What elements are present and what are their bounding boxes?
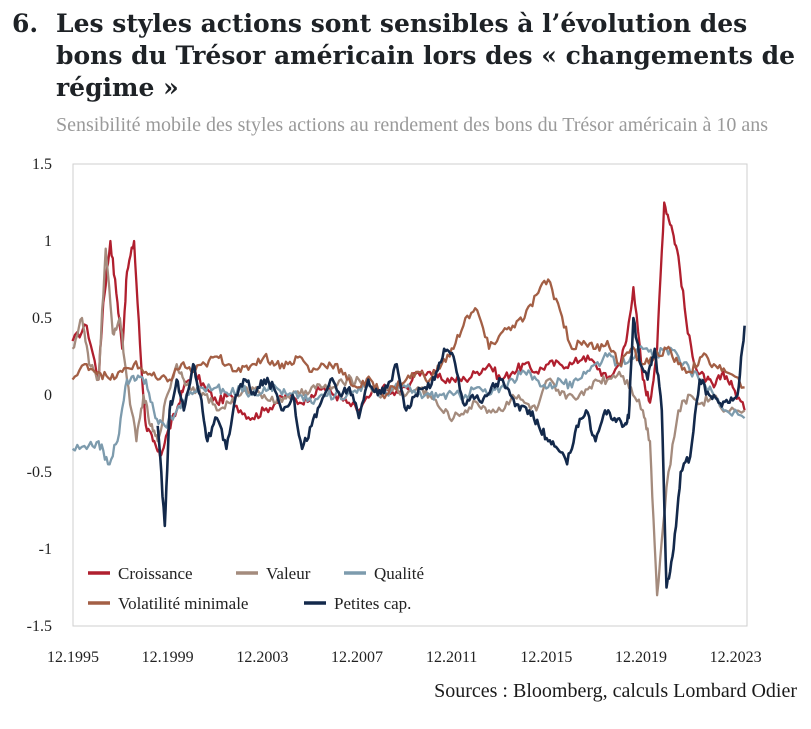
y-tick-label: -0.5 (27, 464, 52, 481)
title-block: 6. Les styles actions sont sensibles à l… (12, 8, 807, 140)
figure-subtitle: Sensibilité mobile des styles actions au… (56, 114, 769, 136)
x-tick-label: 12.2015 (520, 649, 572, 666)
legend-label: Qualité (374, 564, 424, 583)
y-axis: 1.5 1 0.5 0 -0.5 -1 -1.5 (27, 156, 52, 635)
series-layer (71, 201, 746, 597)
x-tick-label: 12.2019 (615, 649, 667, 666)
legend-label: Petites cap. (334, 594, 411, 613)
sources-note: Sources : Bloomberg, calculs Lombard Odi… (434, 680, 797, 702)
y-tick-label: -1 (39, 541, 52, 558)
figure-title-row: 6. Les styles actions sont sensibles à l… (12, 8, 807, 104)
x-axis: 12.1995 12.1999 12.2003 12.2007 12.2011 12.20… (47, 649, 762, 666)
figure-title: Les styles actions sont sensibles à l’év… (56, 9, 796, 102)
x-tick-label: 12.1995 (47, 649, 99, 666)
series-line-croissance (71, 201, 746, 458)
y-tick-label: -1.5 (27, 618, 52, 635)
x-tick-label: 12.2007 (331, 649, 383, 666)
x-tick-label: 12.2011 (426, 649, 477, 666)
x-tick-label: 12.2023 (710, 649, 762, 666)
x-tick-label: 12.2003 (236, 649, 288, 666)
legend-label: Valeur (266, 564, 311, 583)
legend-label: Volatilité minimale (118, 594, 248, 613)
series-line-valeur (71, 247, 746, 597)
legend: Croissance Valeur Qualité Volatilité minima… (88, 564, 424, 613)
x-tick-label: 12.1999 (142, 649, 194, 666)
figure-number: 6. (12, 9, 39, 38)
y-tick-label: 1 (44, 233, 52, 250)
y-tick-label: 1.5 (32, 156, 52, 173)
legend-label: Croissance (118, 564, 193, 583)
y-tick-label: 0.5 (32, 310, 52, 327)
line-chart: 1.5 1 0.5 0 -0.5 -1 -1.5 12.1995 12.1999 12.2003… (27, 156, 762, 666)
plot-frame (72, 163, 748, 627)
series-line-petites-cap (156, 316, 746, 589)
series-line-volatilit-minimale (71, 278, 745, 400)
y-tick-label: 0 (44, 387, 52, 404)
